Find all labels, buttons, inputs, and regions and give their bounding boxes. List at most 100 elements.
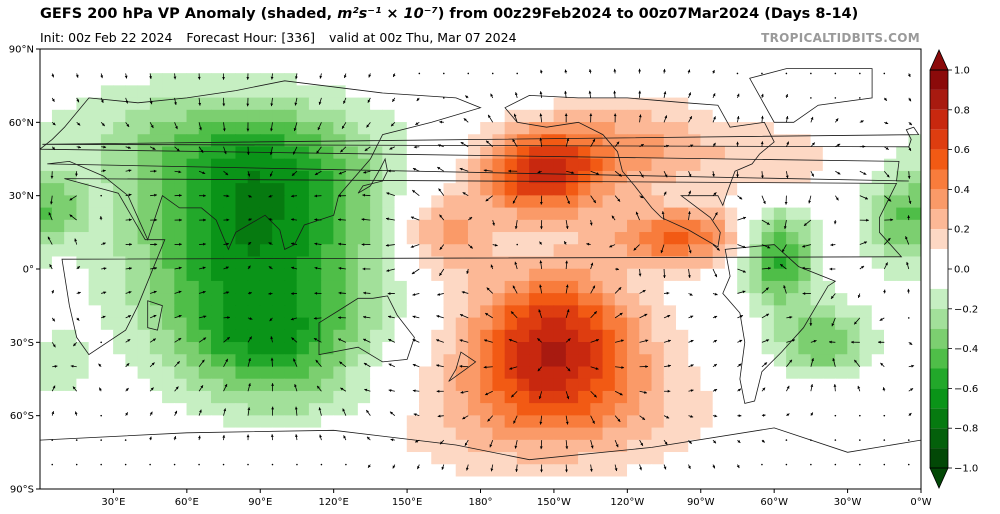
field-cell	[504, 354, 518, 368]
field-cell	[455, 280, 469, 294]
field-cell	[125, 415, 139, 429]
wind-vector-head	[760, 175, 764, 179]
field-cell	[382, 73, 396, 86]
field-cell	[211, 427, 224, 441]
field-cell	[798, 60, 812, 74]
wind-vector-head	[314, 242, 318, 246]
field-cell	[88, 195, 102, 209]
field-cell	[896, 390, 910, 404]
field-cell	[724, 183, 738, 196]
field-cell	[406, 232, 420, 245]
wind-vector-head	[412, 363, 416, 367]
field-cell	[308, 60, 322, 74]
wind-vector	[516, 72, 519, 75]
field-cell	[321, 390, 334, 404]
wind-vector-head	[466, 271, 470, 274]
field-cell	[602, 476, 616, 489]
field-cell	[162, 97, 175, 111]
field-cell	[896, 97, 910, 111]
wind-vector	[907, 463, 910, 466]
colorbar-bin	[930, 448, 948, 468]
wind-vector-head	[539, 113, 543, 117]
field-cell	[137, 195, 151, 209]
wind-vector-head	[248, 194, 252, 198]
field-cell	[724, 305, 738, 319]
field-cell	[357, 73, 371, 86]
field-cell	[749, 134, 763, 148]
field-cell	[773, 403, 787, 416]
wind-vector-head	[595, 367, 599, 370]
field-cell	[370, 452, 383, 465]
field-cell	[773, 109, 787, 123]
field-cell	[370, 60, 383, 74]
field-cell	[345, 378, 359, 392]
field-cell	[761, 329, 775, 343]
field-cell	[113, 244, 126, 258]
wind-vector	[173, 463, 176, 466]
wind-vector-head	[884, 97, 887, 101]
field-cell	[688, 85, 702, 99]
field-cell	[419, 317, 432, 331]
field-cell	[516, 146, 530, 160]
field-cell	[529, 109, 542, 123]
field-cell	[724, 158, 738, 172]
field-cell	[284, 439, 298, 453]
wind-vector-head	[269, 318, 273, 322]
field-cell	[443, 195, 457, 209]
field-cell	[798, 342, 812, 355]
field-cell	[272, 183, 286, 196]
field-cell	[100, 97, 114, 111]
field-cell	[908, 195, 921, 209]
field-cell	[186, 49, 200, 62]
wind-vector-head	[248, 383, 251, 387]
field-cell	[467, 427, 481, 441]
field-cell	[700, 293, 714, 306]
field-cell	[406, 415, 420, 429]
field-cell	[663, 403, 677, 416]
field-cell	[883, 146, 897, 160]
wind-vector-head	[226, 242, 230, 246]
field-cell	[724, 354, 738, 368]
field-cell	[835, 195, 848, 209]
field-cell	[125, 49, 139, 62]
wind-vector-head	[469, 245, 473, 249]
field-cell	[798, 49, 812, 62]
field-cell	[137, 122, 151, 135]
field-cell	[541, 427, 555, 441]
field-cell	[137, 97, 151, 111]
field-cell	[663, 158, 677, 172]
field-cell	[419, 329, 432, 343]
field-cell	[113, 452, 126, 465]
wind-vector-head	[690, 389, 694, 393]
wind-vector-head	[833, 384, 837, 387]
field-cell	[431, 280, 445, 294]
wind-vector	[883, 463, 886, 466]
field-cell	[333, 183, 347, 196]
field-cell	[541, 476, 555, 489]
field-cell	[749, 354, 763, 368]
field-cell	[51, 329, 65, 343]
wind-vector-head	[833, 221, 837, 225]
colorbar-tick-label: 1.0	[954, 66, 970, 77]
field-cell	[749, 378, 763, 392]
field-cell	[455, 73, 469, 86]
field-cell	[345, 122, 359, 135]
wind-vector-head	[736, 465, 740, 469]
field-cell	[76, 427, 90, 441]
field-cell	[272, 476, 286, 489]
field-cell	[883, 49, 897, 62]
field-cell	[590, 317, 604, 331]
field-cell	[786, 476, 799, 489]
field-cell	[186, 122, 200, 135]
field-cell	[712, 219, 726, 233]
field-cell	[51, 268, 65, 282]
field-cell	[504, 452, 518, 465]
wind-vector-head	[736, 93, 740, 97]
field-cell	[272, 170, 286, 184]
field-cell	[76, 378, 90, 392]
field-cell	[284, 268, 298, 282]
field-cell	[810, 415, 824, 429]
field-cell	[749, 415, 763, 429]
wind-vector-head	[227, 316, 230, 319]
field-cell	[467, 207, 481, 221]
